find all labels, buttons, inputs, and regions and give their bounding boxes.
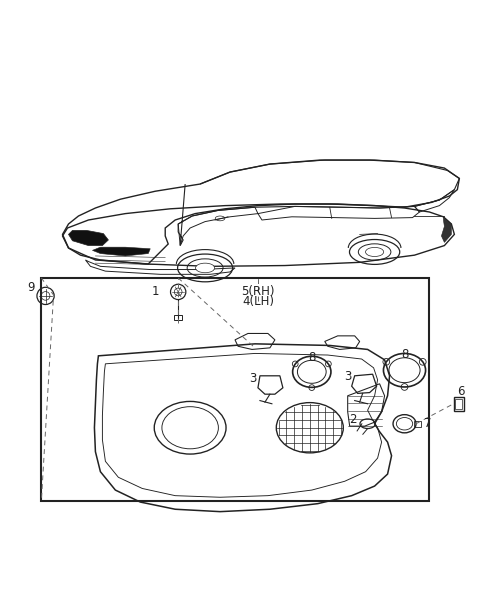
Text: 8: 8 [308, 351, 315, 364]
Polygon shape [442, 217, 451, 243]
Ellipse shape [365, 247, 384, 256]
Text: 2: 2 [349, 413, 357, 426]
Bar [414, 421, 421, 426]
Text: 3: 3 [344, 370, 351, 383]
Text: 3: 3 [249, 372, 257, 385]
Polygon shape [69, 231, 108, 246]
Text: 1: 1 [152, 285, 159, 298]
Text: 8: 8 [401, 348, 408, 361]
Text: 9: 9 [27, 282, 35, 295]
Polygon shape [93, 247, 150, 256]
Bar [454, 397, 464, 411]
Bar [456, 399, 462, 409]
Text: 7: 7 [424, 418, 431, 430]
Text: 4(LH): 4(LH) [242, 295, 274, 308]
Text: 6: 6 [457, 385, 464, 398]
Text: 5(RH): 5(RH) [241, 285, 275, 298]
Ellipse shape [195, 263, 215, 273]
Bar [174, 315, 182, 320]
Bar [41, 278, 429, 501]
